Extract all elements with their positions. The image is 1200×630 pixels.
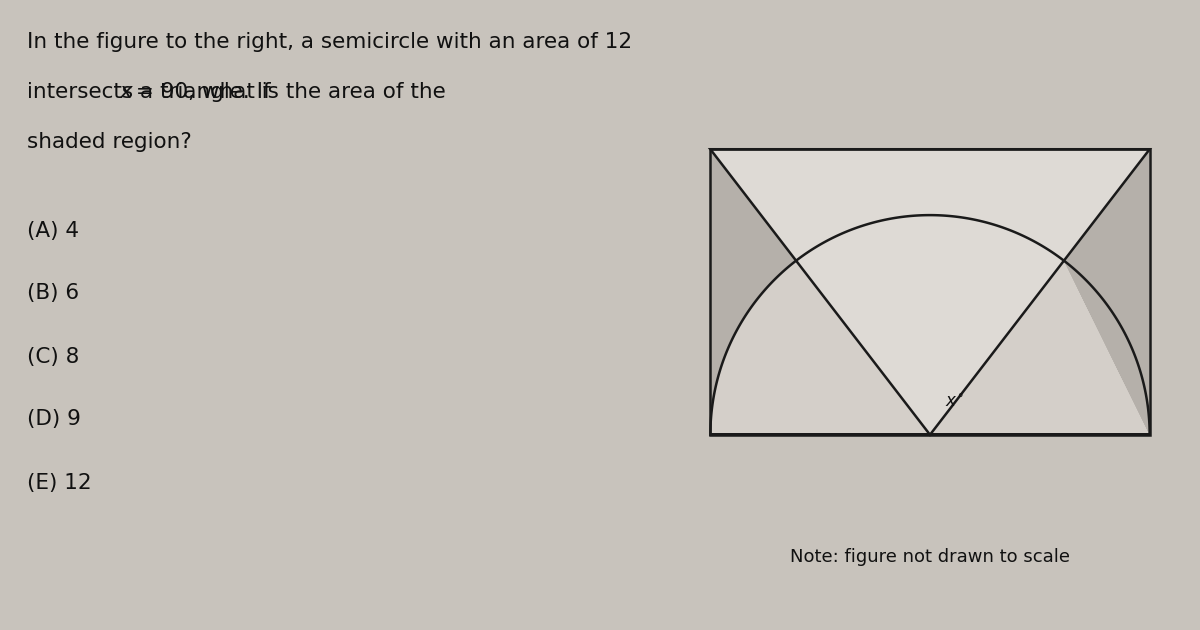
Polygon shape	[1064, 149, 1150, 435]
Polygon shape	[796, 215, 1064, 435]
Text: In the figure to the right, a semicircle with an area of 12: In the figure to the right, a semicircle…	[28, 32, 632, 52]
Text: intersects a triangle. If: intersects a triangle. If	[28, 82, 278, 102]
Text: $x^{\circ}$: $x^{\circ}$	[946, 392, 964, 411]
Polygon shape	[710, 149, 796, 435]
Polygon shape	[710, 149, 1150, 435]
Text: (A) 4: (A) 4	[28, 220, 79, 241]
Text: Note: figure not drawn to scale: Note: figure not drawn to scale	[790, 548, 1070, 566]
Text: x: x	[120, 82, 132, 102]
Polygon shape	[710, 149, 1150, 261]
Text: shaded region?: shaded region?	[28, 132, 192, 152]
Text: (B) 6: (B) 6	[28, 284, 79, 304]
Text: (C) 8: (C) 8	[28, 346, 79, 367]
Text: = 90, what is the area of the: = 90, what is the area of the	[128, 82, 445, 102]
Text: (D) 9: (D) 9	[28, 410, 82, 430]
Text: (E) 12: (E) 12	[28, 472, 92, 493]
